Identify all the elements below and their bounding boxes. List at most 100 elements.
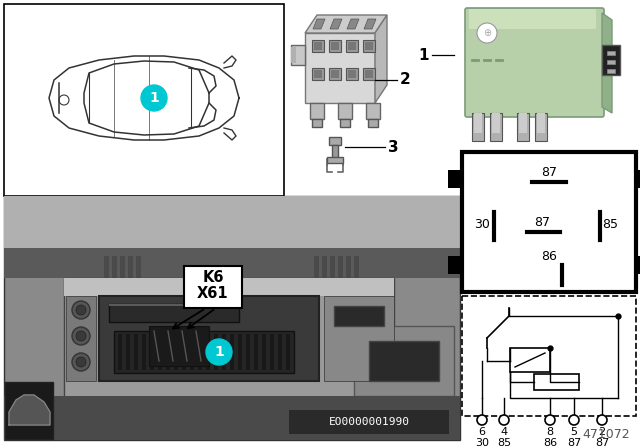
Text: K6: K6 bbox=[202, 271, 224, 285]
Bar bbox=[230, 334, 234, 370]
Bar bbox=[305, 33, 375, 103]
Bar bbox=[64, 278, 394, 398]
Bar bbox=[286, 334, 290, 370]
Bar bbox=[368, 119, 378, 127]
Bar bbox=[198, 334, 202, 370]
Circle shape bbox=[499, 415, 509, 425]
Bar bbox=[332, 145, 338, 159]
Polygon shape bbox=[330, 19, 342, 29]
Bar bbox=[114, 331, 294, 373]
Bar bbox=[369, 341, 439, 381]
Bar bbox=[120, 256, 125, 278]
Bar bbox=[206, 334, 210, 370]
Text: 3: 3 bbox=[388, 139, 399, 155]
Bar bbox=[4, 248, 460, 278]
Bar bbox=[354, 256, 359, 278]
Circle shape bbox=[206, 339, 232, 365]
Bar bbox=[366, 103, 380, 119]
Bar bbox=[534, 374, 579, 390]
Circle shape bbox=[545, 415, 555, 425]
Text: 2: 2 bbox=[400, 73, 411, 87]
Bar bbox=[278, 334, 282, 370]
Circle shape bbox=[72, 327, 90, 345]
Circle shape bbox=[72, 353, 90, 371]
Bar bbox=[331, 70, 339, 78]
Bar bbox=[314, 256, 319, 278]
Text: 1: 1 bbox=[149, 91, 159, 105]
Bar bbox=[158, 334, 162, 370]
Bar bbox=[214, 334, 218, 370]
Text: 87: 87 bbox=[541, 165, 557, 178]
Text: 30: 30 bbox=[475, 438, 489, 448]
Bar bbox=[327, 157, 343, 163]
Text: 86: 86 bbox=[541, 250, 557, 263]
Bar bbox=[246, 334, 250, 370]
Polygon shape bbox=[375, 15, 387, 103]
Text: 1: 1 bbox=[419, 47, 429, 63]
Text: 6: 6 bbox=[479, 427, 486, 437]
Polygon shape bbox=[347, 19, 359, 29]
Bar bbox=[190, 334, 194, 370]
Bar bbox=[312, 40, 324, 52]
Bar bbox=[329, 137, 341, 145]
Bar bbox=[270, 334, 274, 370]
Text: 86: 86 bbox=[543, 438, 557, 448]
Bar bbox=[5, 382, 53, 439]
Text: 85: 85 bbox=[602, 217, 618, 231]
Bar bbox=[238, 334, 242, 370]
Bar bbox=[517, 113, 529, 141]
Circle shape bbox=[569, 415, 579, 425]
Text: EO0000001990: EO0000001990 bbox=[328, 417, 410, 427]
Bar bbox=[346, 40, 358, 52]
Bar bbox=[128, 256, 133, 278]
Bar bbox=[602, 45, 620, 75]
Polygon shape bbox=[313, 19, 325, 29]
Bar bbox=[363, 68, 375, 80]
Bar bbox=[462, 152, 636, 292]
Bar bbox=[314, 70, 322, 78]
Bar bbox=[174, 334, 178, 370]
Bar bbox=[490, 113, 502, 141]
Bar bbox=[636, 256, 640, 274]
Bar bbox=[4, 4, 284, 196]
Bar bbox=[607, 60, 615, 64]
Circle shape bbox=[59, 95, 69, 105]
Bar bbox=[331, 42, 339, 50]
Bar bbox=[109, 304, 239, 322]
Bar bbox=[535, 113, 547, 141]
Bar bbox=[150, 334, 154, 370]
Text: 85: 85 bbox=[497, 438, 511, 448]
Text: 30: 30 bbox=[474, 217, 490, 231]
Text: ⊕: ⊕ bbox=[483, 28, 491, 38]
Bar bbox=[462, 296, 636, 416]
Bar bbox=[607, 51, 615, 55]
Bar bbox=[338, 256, 343, 278]
Bar bbox=[310, 103, 324, 119]
Bar bbox=[112, 256, 117, 278]
Bar bbox=[104, 256, 109, 278]
Bar bbox=[4, 196, 460, 251]
Text: 4: 4 bbox=[500, 427, 508, 437]
Circle shape bbox=[76, 357, 86, 367]
Circle shape bbox=[72, 301, 90, 319]
Bar bbox=[448, 170, 462, 188]
Bar bbox=[324, 296, 394, 381]
Bar bbox=[338, 103, 352, 119]
Text: 5: 5 bbox=[570, 427, 577, 437]
Bar bbox=[289, 410, 449, 434]
Text: X61: X61 bbox=[197, 287, 229, 302]
Bar bbox=[346, 256, 351, 278]
Bar bbox=[149, 326, 209, 366]
Bar bbox=[329, 68, 341, 80]
Text: 8: 8 bbox=[547, 427, 554, 437]
Text: 87: 87 bbox=[595, 438, 609, 448]
Bar bbox=[254, 334, 258, 370]
Bar bbox=[312, 119, 322, 127]
Bar bbox=[291, 45, 305, 65]
Bar bbox=[607, 69, 615, 73]
Bar bbox=[66, 296, 96, 381]
FancyBboxPatch shape bbox=[469, 9, 596, 29]
Bar bbox=[4, 396, 460, 440]
Bar bbox=[474, 113, 482, 133]
Text: 87: 87 bbox=[567, 438, 581, 448]
